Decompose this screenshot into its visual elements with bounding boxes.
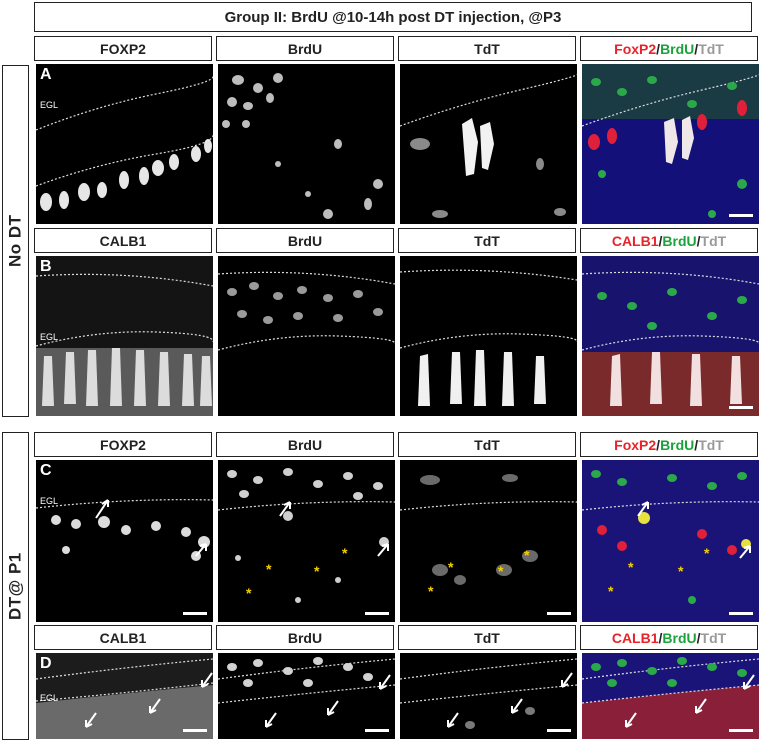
scale-bar — [547, 729, 571, 732]
merge-label-red: CALB1 — [611, 629, 659, 646]
col-label-brdu-c: BrdU — [216, 432, 394, 457]
merge-label-red: FoxP2 — [614, 40, 657, 57]
merge-label-sep: / — [658, 232, 663, 249]
scale-bar — [365, 612, 389, 615]
figure-title: Group II: BrdU @10-14h post DT injection… — [34, 2, 752, 32]
merge-label-gray: TdT — [698, 40, 724, 57]
col-label-merge-d: CALB1/BrdU / TdT — [580, 625, 758, 650]
panel-letter-b: B — [40, 258, 52, 275]
merge-label-sep: / — [658, 629, 663, 646]
col-label-merge-c: FoxP2/BrdU / TdT — [580, 432, 758, 457]
merge-label-green: BrdU — [660, 40, 695, 57]
col-label-calb1-d: CALB1 — [34, 625, 212, 650]
micrograph-c-tdt: * * * * — [400, 460, 577, 622]
micrograph-d-merge — [582, 653, 759, 739]
merge-label-sep: / — [694, 40, 699, 57]
micrograph-c-brdu: * * * * — [218, 460, 395, 622]
merge-label-green: BrdU — [660, 436, 695, 453]
merge-label-red: FoxP2 — [614, 436, 657, 453]
micrograph-a-foxp2: A EGL — [36, 64, 213, 224]
merge-label-sep: / — [696, 629, 701, 646]
micrograph-a-tdt — [400, 64, 577, 224]
micrograph-d-brdu — [218, 653, 395, 739]
asterisk-marker: * — [608, 583, 614, 599]
merge-label-gray: TdT — [700, 629, 727, 646]
micrograph-d-calb1: D EGL — [36, 653, 213, 739]
asterisk-marker: * — [342, 545, 348, 561]
asterisk-marker: * — [246, 585, 252, 601]
panel-letter-d: D — [40, 655, 52, 672]
egl-label: EGL — [40, 100, 59, 110]
col-label-merge-b: CALB1/BrdU / TdT — [580, 228, 758, 253]
col-label-tdt-c: TdT — [398, 432, 576, 457]
merge-label-green: BrdU — [662, 232, 697, 249]
asterisk-marker: * — [266, 561, 272, 577]
col-label-brdu-a: BrdU — [216, 36, 394, 61]
asterisk-marker: * — [498, 563, 504, 579]
col-label-brdu-b: BrdU — [216, 228, 394, 253]
asterisk-marker: * — [448, 559, 454, 575]
scale-bar — [365, 729, 389, 732]
micrograph-b-merge — [582, 256, 759, 416]
asterisk-marker: * — [314, 563, 320, 579]
scale-bar — [729, 612, 753, 615]
merge-label-sep: / — [694, 436, 699, 453]
merge-label-gray: TdT — [698, 436, 724, 453]
micrograph-b-brdu — [218, 256, 395, 416]
micrograph-c-merge: * * * * — [582, 460, 759, 622]
merge-label-red: CALB1 — [611, 232, 659, 249]
col-label-tdt-d: TdT — [398, 625, 576, 650]
egl-label: EGL — [40, 693, 59, 703]
scale-bar — [183, 729, 207, 732]
asterisk-marker: * — [704, 545, 710, 561]
col-label-calb1-b: CALB1 — [34, 228, 212, 253]
scale-bar — [183, 612, 207, 615]
egl-label: EGL — [40, 496, 59, 506]
panel-letter-c: C — [40, 462, 52, 479]
side-label-dt-p1: DT@ P1 — [2, 432, 29, 740]
merge-label-green: BrdU — [662, 629, 697, 646]
panel-letter-a: A — [40, 66, 52, 83]
scale-bar — [547, 612, 571, 615]
asterisk-marker: * — [678, 563, 684, 579]
scale-bar — [729, 729, 753, 732]
col-label-brdu-d: BrdU — [216, 625, 394, 650]
asterisk-marker: * — [524, 547, 530, 563]
side-label-no-dt: No DT — [2, 65, 29, 417]
merge-label-sep: / — [656, 436, 661, 453]
col-label-foxp2-a: FOXP2 — [34, 36, 212, 61]
scale-bar — [729, 214, 753, 217]
col-label-foxp2-c: FOXP2 — [34, 432, 212, 457]
asterisk-marker: * — [428, 583, 434, 599]
micrograph-a-merge — [582, 64, 759, 224]
micrograph-a-brdu — [218, 64, 395, 224]
micrograph-b-tdt — [400, 256, 577, 416]
merge-label-gray: TdT — [700, 232, 727, 249]
scale-bar — [729, 406, 753, 409]
merge-label-sep: / — [696, 232, 701, 249]
col-label-tdt-a: TdT — [398, 36, 576, 61]
col-label-tdt-b: TdT — [398, 228, 576, 253]
col-label-merge-a: FoxP2/BrdU / TdT — [580, 36, 758, 61]
micrograph-d-tdt — [400, 653, 577, 739]
asterisk-marker: * — [628, 559, 634, 575]
merge-label-sep: / — [656, 40, 661, 57]
micrograph-c-foxp2: C EGL — [36, 460, 213, 622]
egl-label: EGL — [40, 332, 59, 342]
micrograph-b-calb1: B EGL — [36, 256, 213, 416]
